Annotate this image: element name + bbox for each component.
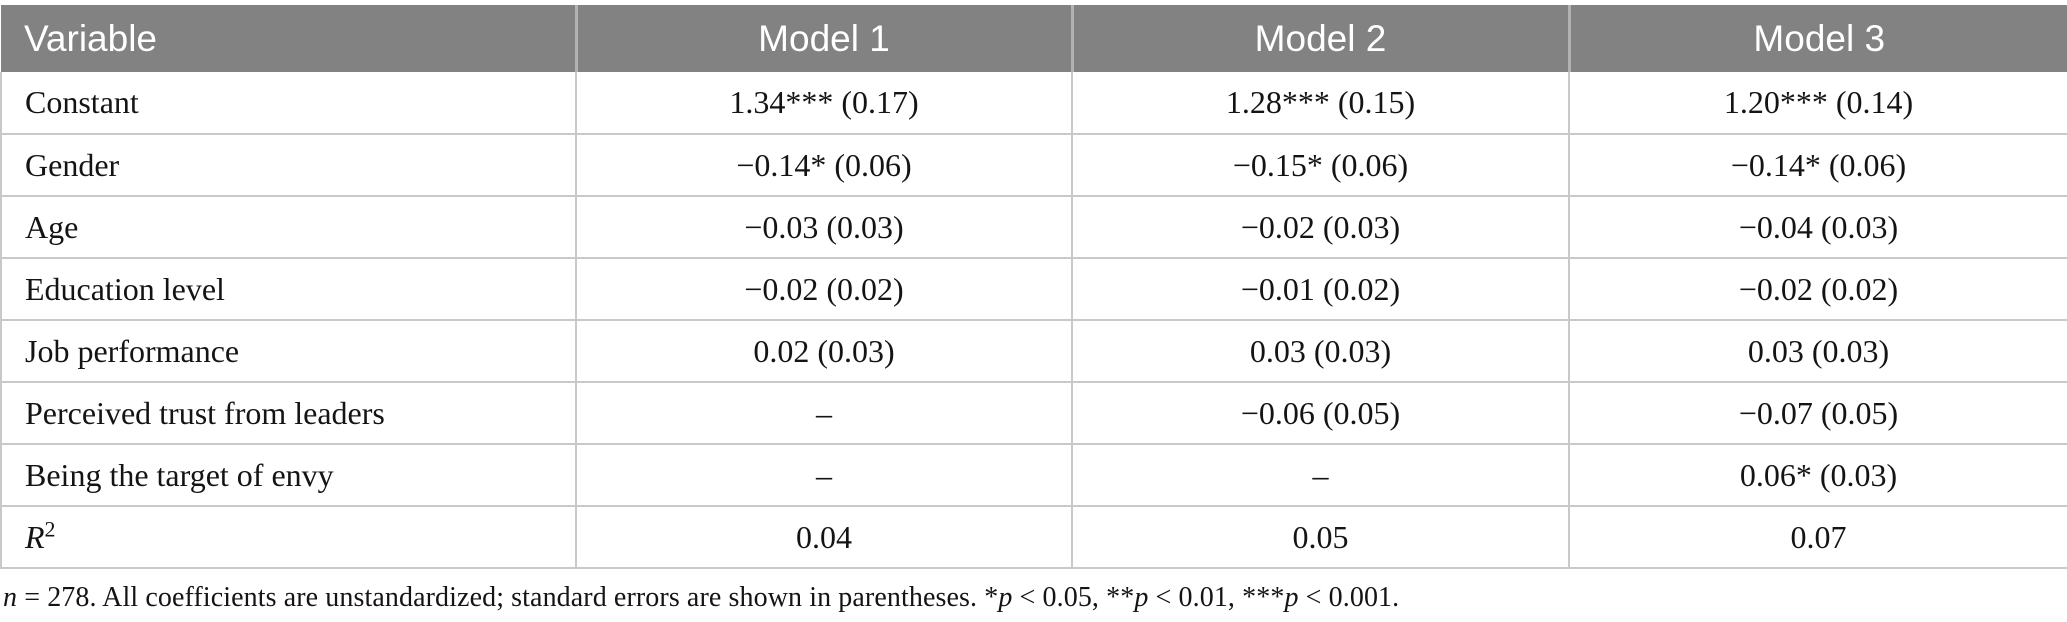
footnote-n-symbol: n [3,582,18,613]
row-label: Gender [0,133,577,197]
cell-model3: 0.03 (0.03) [1568,319,2067,383]
row-label: Perceived trust from leaders [0,381,577,445]
table-row-age: Age −0.03 (0.03) −0.02 (0.03) −0.04 (0.0… [0,195,2067,259]
table-footnote: n = 278. All coefficients are unstandard… [0,582,2067,614]
footnote-p-symbol: p [1284,582,1299,613]
table-row-perceived-trust: Perceived trust from leaders – −0.06 (0.… [0,381,2067,445]
cell-model2: 0.05 [1071,505,1570,569]
footnote-text: < 0.05, ** [1012,582,1135,613]
row-label-r-squared: R2 [0,505,577,569]
r-squared-symbol: R [25,518,45,555]
cell-model1: 0.02 (0.03) [575,319,1073,383]
cell-model1: −0.02 (0.02) [575,257,1073,321]
cell-model2: −0.15* (0.06) [1071,133,1570,197]
cell-model2: – [1071,443,1570,507]
footnote-p-symbol: p [998,582,1013,613]
cell-model1: 1.34*** (0.17) [575,72,1073,135]
column-header-model1: Model 1 [574,5,1072,72]
column-header-variable: Variable [1,5,576,72]
cell-model2: 0.03 (0.03) [1071,319,1570,383]
cell-model3: −0.04 (0.03) [1568,195,2067,259]
row-label: Job performance [0,319,577,383]
row-label: Education level [0,257,577,321]
row-label: Age [0,195,577,259]
footnote-p-symbol: p [1134,582,1149,613]
column-header-model3: Model 3 [1567,5,2067,72]
cell-model1: −0.14* (0.06) [575,133,1073,197]
footnote-text: < 0.01, *** [1148,582,1285,613]
cell-model2: −0.06 (0.05) [1071,381,1570,445]
regression-table: Variable Model 1 Model 2 Model 3 Constan… [0,5,2067,569]
table-row-education-level: Education level −0.02 (0.02) −0.01 (0.02… [0,257,2067,321]
cell-model2: 1.28*** (0.15) [1071,72,1570,135]
table-row-constant: Constant 1.34*** (0.17) 1.28*** (0.15) 1… [0,72,2067,135]
footnote-text: = 278. All coefficients are unstandardiz… [17,582,999,613]
cell-model3: 1.20*** (0.14) [1568,72,2067,135]
table-row-target-of-envy: Being the target of envy – – 0.06* (0.03… [0,443,2067,507]
cell-model2: −0.02 (0.03) [1071,195,1570,259]
cell-model1: – [575,381,1073,445]
footnote-text: < 0.001. [1298,582,1400,613]
r-squared-exponent: 2 [44,515,56,541]
cell-model3: 0.06* (0.03) [1568,443,2067,507]
cell-model1: −0.03 (0.03) [575,195,1073,259]
column-header-model2: Model 2 [1070,5,1569,72]
cell-model3: −0.02 (0.02) [1568,257,2067,321]
row-label: Being the target of envy [0,443,577,507]
table-row-job-performance: Job performance 0.02 (0.03) 0.03 (0.03) … [0,319,2067,383]
cell-model1: – [575,443,1073,507]
cell-model3: −0.07 (0.05) [1568,381,2067,445]
cell-model3: 0.07 [1568,505,2067,569]
cell-model1: 0.04 [575,505,1073,569]
row-label: Constant [0,72,577,135]
table-row-gender: Gender −0.14* (0.06) −0.15* (0.06) −0.14… [0,133,2067,197]
cell-model2: −0.01 (0.02) [1071,257,1570,321]
cell-model3: −0.14* (0.06) [1568,133,2067,197]
table-row-r-squared: R2 0.04 0.05 0.07 [0,505,2067,569]
table-header-row: Variable Model 1 Model 2 Model 3 [1,5,2067,72]
